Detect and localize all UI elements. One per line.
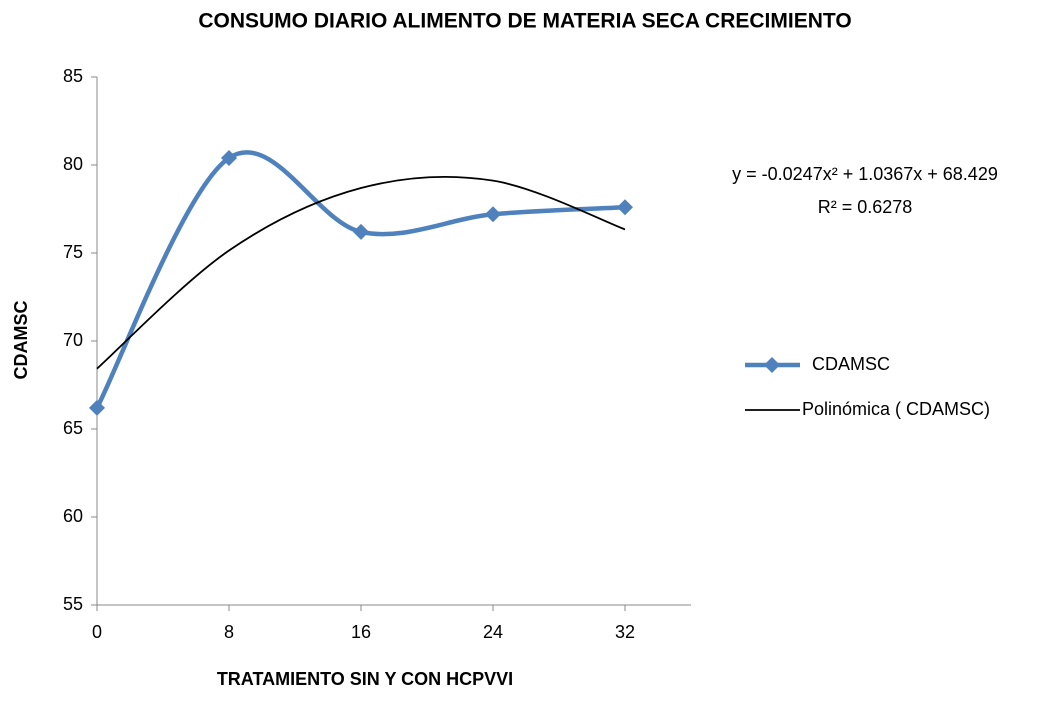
marker (89, 399, 105, 416)
legend-label: Polinómica ( CDAMSC) (802, 399, 990, 419)
y-tick-label: 60 (63, 506, 83, 526)
x-axis-label: TRATAMIENTO SIN Y CON HCPVVI (217, 669, 513, 689)
x-tick-label: 24 (483, 622, 503, 642)
y-tick-label: 70 (63, 330, 83, 350)
legend-label: CDAMSC (812, 354, 890, 374)
y-axis-label: CDAMSC (11, 301, 31, 380)
y-tick-label: 85 (63, 66, 83, 86)
trend-line (96, 176, 626, 370)
marker (221, 149, 237, 166)
x-tick-label: 16 (351, 622, 371, 642)
y-tick-label: 75 (63, 242, 83, 262)
trend-r2: R² = 0.6278 (818, 197, 913, 217)
trend-equation: y = -0.0247x² + 1.0367x + 68.429 (732, 164, 998, 184)
y-tick-label: 80 (63, 154, 83, 174)
x-tick-label: 32 (615, 622, 635, 642)
data-line (95, 150, 626, 409)
marker (617, 199, 633, 216)
x-tick-label: 0 (92, 622, 102, 642)
y-tick-label: 55 (63, 594, 83, 614)
x-tick-label: 8 (224, 622, 234, 642)
marker (353, 223, 369, 240)
marker (485, 206, 501, 223)
y-tick-label: 65 (63, 418, 83, 438)
chart-title: CONSUMO DIARIO ALIMENTO DE MATERIA SECA … (198, 10, 851, 33)
legend-marker (764, 357, 780, 373)
